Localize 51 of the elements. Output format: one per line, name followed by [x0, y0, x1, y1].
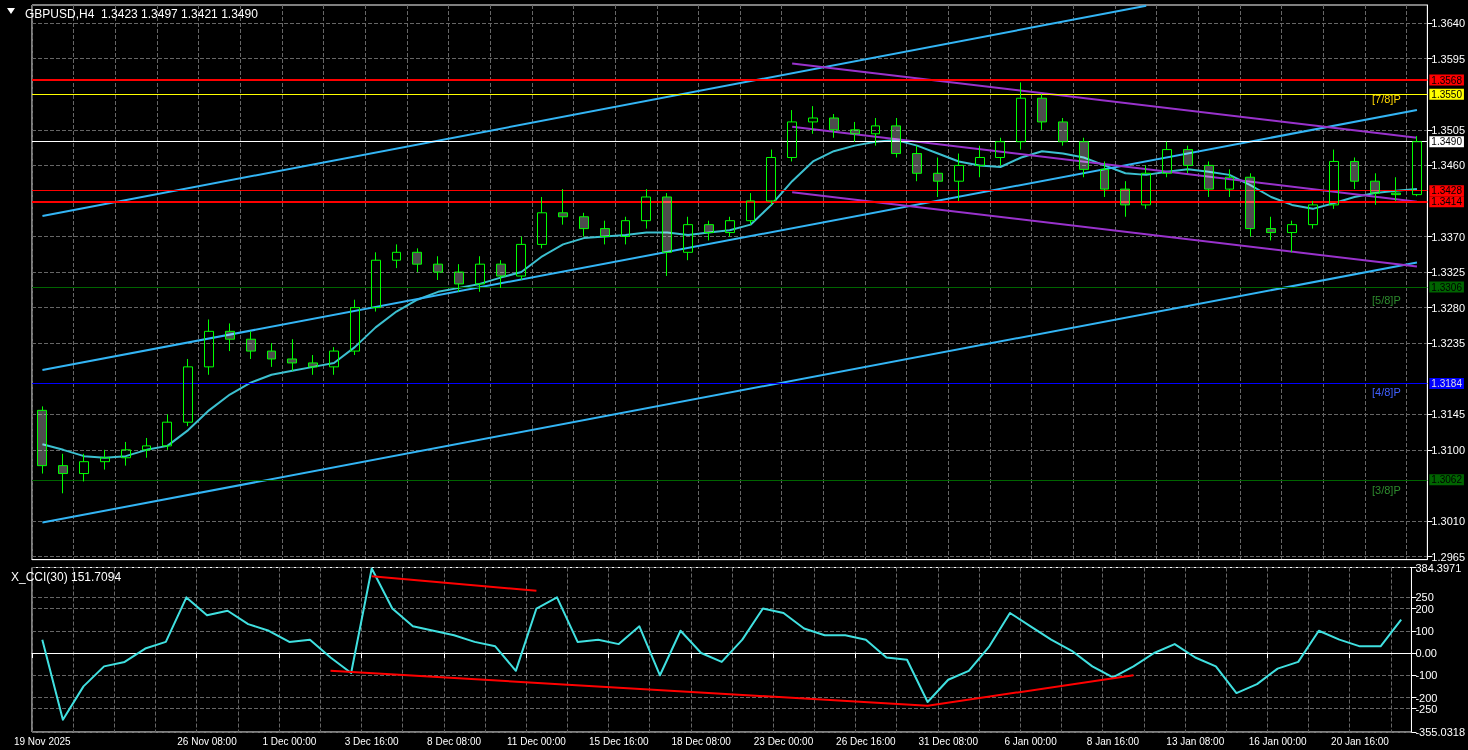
chart-title: GBPUSD,H4 1.3423 1.3497 1.3421 1.3490: [25, 7, 259, 21]
x-tick-label: 13 Jan 08:00: [1166, 735, 1225, 747]
x-tick-label: 18 Dec 08:00: [671, 735, 732, 747]
y-tick-label: 1.3325: [1431, 266, 1466, 279]
x-tick-label: 26 Nov 08:00: [177, 735, 238, 747]
y-tick-label: 1.3640: [1431, 17, 1466, 30]
y-tick-label: 100: [1415, 624, 1434, 637]
x-tick-label: 15 Dec 16:00: [589, 735, 649, 747]
ref-line-label: 1.3568: [1431, 74, 1463, 86]
ref-line-label: 1.3306: [1431, 281, 1463, 293]
ref-line-label: 1.3550: [1431, 88, 1463, 100]
y-tick-label: 1.3235: [1431, 337, 1466, 350]
y-tick-label: -100: [1415, 669, 1438, 682]
annotation: [4/8]P: [1372, 385, 1401, 398]
x-tick-label: 19 Nov 2025: [13, 735, 72, 747]
y-tick-label: 1.2965: [1431, 550, 1466, 563]
x-tick-label: 16 Jan 00:00: [1248, 735, 1307, 747]
ref-line-label: 1.3184: [1431, 377, 1463, 389]
y-tick-label: 1.3505: [1431, 123, 1466, 136]
annotation: [5/8]P: [1372, 293, 1401, 306]
y-tick-label: -200: [1415, 691, 1438, 704]
x-tick-label: 11 Dec 00:00: [507, 735, 567, 747]
ref-line-label: 1.3490: [1431, 136, 1463, 148]
y-tick-label: 1.3595: [1431, 52, 1466, 65]
x-tick-label: 8 Dec 08:00: [427, 735, 482, 747]
annotation: [7/8]P: [1372, 92, 1401, 105]
y-tick-label: 250: [1415, 591, 1434, 604]
x-tick-label: 8 Jan 16:00: [1086, 735, 1140, 747]
x-tick-label: 23 Dec 00:00: [753, 735, 814, 747]
x-tick-label: 1 Dec 00:00: [262, 735, 317, 747]
x-tick-label: 31 Dec 08:00: [918, 735, 979, 747]
y-tick-label: 384.3971: [1415, 561, 1462, 574]
y-tick-label: 1.3460: [1431, 159, 1466, 172]
y-tick-label: 1.3100: [1431, 443, 1466, 456]
y-tick-label: 200: [1415, 602, 1434, 615]
x-tick-label: 6 Jan 00:00: [1004, 735, 1058, 747]
y-tick-label: -250: [1415, 702, 1438, 715]
y-tick-label: 1.3010: [1431, 514, 1466, 527]
ref-line-label: 1.3062: [1431, 474, 1463, 486]
y-tick-label: 1.3145: [1431, 408, 1466, 421]
y-tick-label: -355.0318: [1415, 726, 1465, 738]
ref-line-label: 1.3428: [1431, 185, 1463, 197]
x-tick-label: 26 Dec 16:00: [836, 735, 897, 747]
y-tick-label: 0.00: [1415, 647, 1437, 660]
x-tick-label: 3 Dec 16:00: [344, 735, 400, 747]
y-tick-label: 1.3370: [1431, 230, 1466, 243]
ref-line-label: 1.3414: [1431, 196, 1463, 208]
x-tick-label: 20 Jan 16:00: [1331, 735, 1390, 747]
chart-title: X_CCI(30) 151.7094: [11, 570, 122, 584]
y-tick-label: 1.3280: [1431, 301, 1466, 314]
annotation: [3/8]P: [1372, 483, 1401, 496]
